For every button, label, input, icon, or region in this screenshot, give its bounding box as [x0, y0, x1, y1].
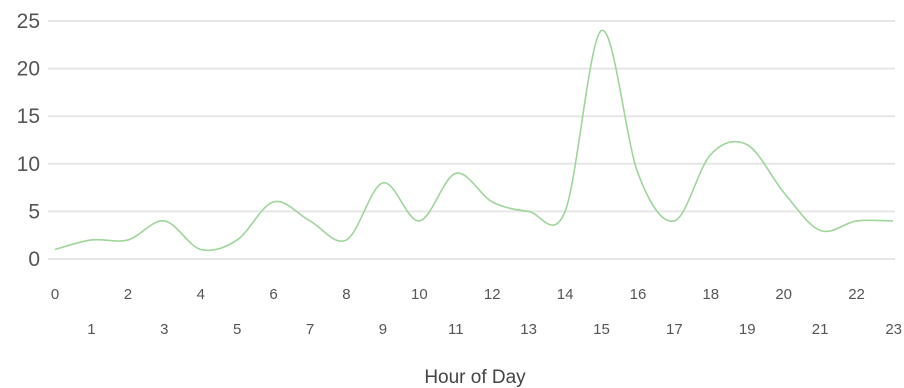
- y-tick-label: 15: [17, 105, 40, 128]
- series-line: [55, 30, 893, 250]
- x-tick-label: 18: [702, 286, 719, 303]
- x-tick-label: 21: [812, 321, 829, 338]
- y-axis-ticks: 0 5 10 15 20 25: [17, 10, 40, 271]
- x-tick-label: 17: [666, 321, 683, 338]
- y-tick-label: 20: [17, 58, 40, 81]
- x-tick-label: 15: [593, 321, 610, 338]
- x-tick-label: 3: [160, 321, 168, 338]
- x-tick-label: 1: [87, 321, 95, 338]
- x-tick-label: 0: [51, 286, 59, 303]
- x-tick-label: 8: [342, 286, 350, 303]
- x-tick-label: 2: [124, 286, 132, 303]
- x-tick-label: 22: [848, 286, 865, 303]
- x-tick-label: 20: [775, 286, 792, 303]
- x-axis-ticks: 0 2 4 6 8 10 12 14 16 18 20 221 3 5 7 9 11 13 15 17 19 21 23: [51, 286, 902, 338]
- x-tick-label: 14: [557, 286, 574, 303]
- x-tick-label: 10: [411, 286, 428, 303]
- y-tick-label: 5: [28, 200, 40, 223]
- x-tick-label: 19: [739, 321, 756, 338]
- x-tick-label: 13: [520, 321, 537, 338]
- x-tick-label: 7: [306, 321, 314, 338]
- x-tick-label: 11: [448, 321, 464, 338]
- y-tick-label: 10: [17, 153, 40, 176]
- x-tick-label: 4: [197, 286, 205, 303]
- y-tick-label: 0: [28, 248, 40, 271]
- x-tick-label: 16: [630, 286, 647, 303]
- x-axis-label: Hour of Day: [424, 367, 526, 388]
- x-tick-label: 12: [484, 286, 501, 303]
- y-tick-label: 25: [17, 10, 40, 33]
- grid-lines: [48, 21, 895, 259]
- x-tick-label: 9: [379, 321, 387, 338]
- x-tick-label: 23: [885, 321, 902, 338]
- x-tick-label: 6: [269, 286, 277, 303]
- x-tick-label: 5: [233, 321, 241, 338]
